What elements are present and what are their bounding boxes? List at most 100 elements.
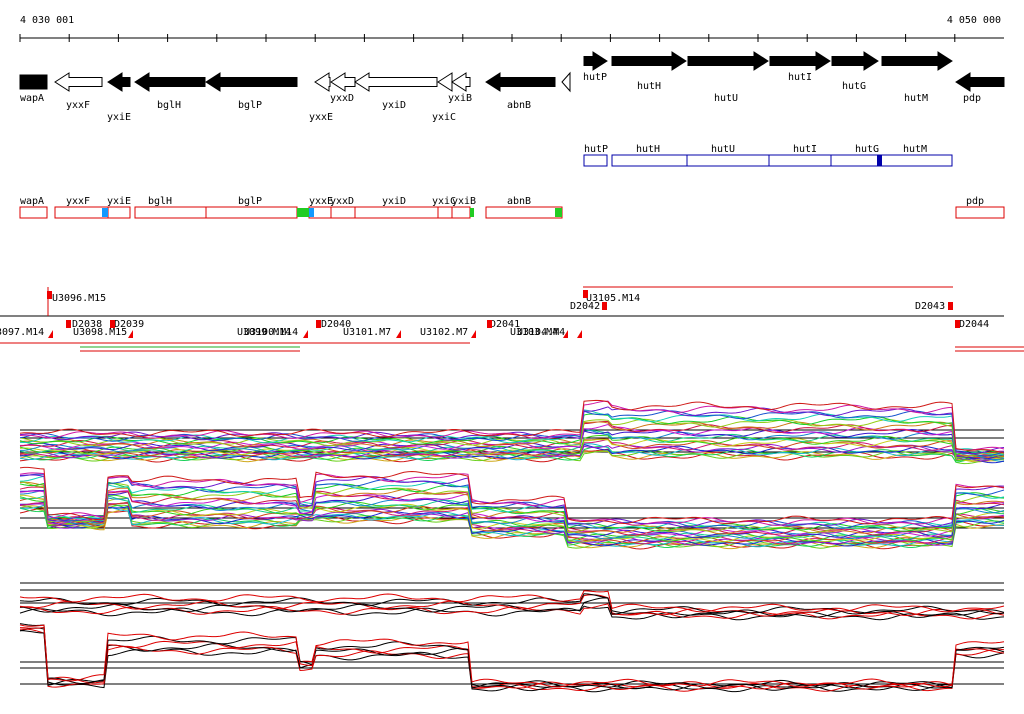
expression-curve (19, 508, 1005, 550)
expression-curve (19, 444, 1005, 464)
transcript-label: hutH (636, 144, 660, 155)
gene-label: hutU (714, 93, 738, 104)
operon-feature (555, 208, 562, 217)
gene-label: yxiD (382, 100, 406, 111)
gene-arrow (330, 72, 356, 92)
signal-marker (316, 320, 321, 328)
gene-label: hutM (904, 93, 928, 104)
operon-label: yxiE (107, 196, 131, 207)
operon-box (134, 206, 207, 219)
gene-arrow (134, 72, 206, 92)
operon-label: bglP (238, 196, 262, 207)
signal-label: D2042 (570, 301, 600, 312)
expression-curve (19, 624, 1005, 688)
signal-marker (48, 330, 53, 338)
expression-curve (19, 418, 1004, 458)
gene-arrow (451, 72, 471, 92)
signal-label: U3099.M14 (237, 327, 291, 338)
expression-curve (19, 630, 1005, 692)
gene-label: abnB (507, 100, 531, 111)
signal-label: D2040 (321, 319, 351, 330)
operon-label: yxxE (309, 196, 333, 207)
transcript-label: hutP (584, 144, 608, 155)
gene-label: wapA (20, 93, 44, 104)
transcript-label: hutG (855, 144, 879, 155)
gene-label: yxxE (309, 112, 333, 123)
gene-arrow (354, 72, 438, 92)
expression-curve (19, 428, 1005, 460)
expression-curve (19, 473, 1005, 529)
operon-label: abnB (507, 196, 531, 207)
gene-arrow (955, 72, 1005, 92)
signal-label: U3105.M14 (586, 293, 640, 304)
expression-curve (19, 481, 1005, 535)
expression-curve (19, 475, 1005, 531)
operon-box (955, 206, 1005, 219)
expression-curve (19, 495, 1005, 541)
expression-curve (19, 472, 1005, 526)
gene-arrow (485, 72, 556, 92)
gene-arrow (314, 72, 331, 92)
expression-curve (19, 406, 1005, 455)
operon-label: yxiC (432, 196, 456, 207)
gene-label: bglP (238, 100, 262, 111)
signal-label: D2041 (490, 319, 520, 330)
expression-curve (19, 594, 1005, 617)
operon-label: yxiD (382, 196, 406, 207)
signal-marker (602, 302, 607, 310)
gene-label: yxiE (107, 112, 131, 123)
transcript-label: hutM (903, 144, 927, 155)
expression-curve (19, 623, 1005, 689)
expression-curve (19, 413, 1004, 456)
signal-label: D2039 (114, 319, 144, 330)
signal-marker (303, 330, 308, 338)
signal-marker (396, 330, 401, 338)
expression-curve (19, 597, 1005, 619)
expression-curve (19, 501, 1005, 546)
operon-box (205, 206, 298, 219)
expression-curve (19, 410, 1005, 457)
operon-box (451, 206, 471, 219)
gene-label: hutH (637, 81, 661, 92)
expression-curve (19, 489, 1005, 540)
signal-marker (66, 320, 71, 328)
operon-feature (297, 208, 309, 217)
expression-curve (19, 627, 1005, 693)
expression-curve (19, 626, 1005, 691)
gene-label: yxxF (66, 100, 90, 111)
gene-arrow (107, 72, 131, 92)
expression-curve (19, 505, 1005, 550)
operon-box (485, 206, 563, 219)
gene-label: hutG (842, 81, 866, 92)
expression-curve (19, 590, 1005, 613)
expression-curve (19, 504, 1005, 549)
signal-marker (487, 320, 492, 328)
operon-label: yxxD (330, 196, 354, 207)
gene-arrow (611, 51, 687, 71)
gene-label: pdp (963, 93, 981, 104)
signal-label: U3103.M4 (510, 327, 558, 338)
operon-box (107, 206, 131, 219)
transcript-box (611, 154, 688, 167)
signal-label: U3104.M4 (517, 327, 565, 338)
signal-label: U3096.M15 (52, 293, 106, 304)
expression-curve (19, 474, 1005, 528)
operon-feature (102, 208, 108, 217)
signal-label: U3098.M15 (73, 327, 127, 338)
signal-marker (583, 290, 588, 298)
signal-label: U3101.M7 (343, 327, 391, 338)
signal-marker (110, 320, 115, 328)
signal-marker (47, 291, 52, 299)
expression-curve (19, 449, 1005, 465)
operon-feature (309, 208, 314, 217)
signal-marker (577, 330, 582, 338)
transcript-box (768, 154, 832, 167)
operon-label: pdp (966, 196, 984, 207)
expression-curve (19, 481, 1005, 532)
gene-label: bglH (157, 100, 181, 111)
signal-label: U3100.M14 (244, 327, 298, 338)
expression-curve (19, 503, 1005, 549)
scale-end: 4 050 000 (947, 15, 1001, 26)
expression-curve (19, 443, 1005, 462)
signal-label: D2038 (72, 319, 102, 330)
